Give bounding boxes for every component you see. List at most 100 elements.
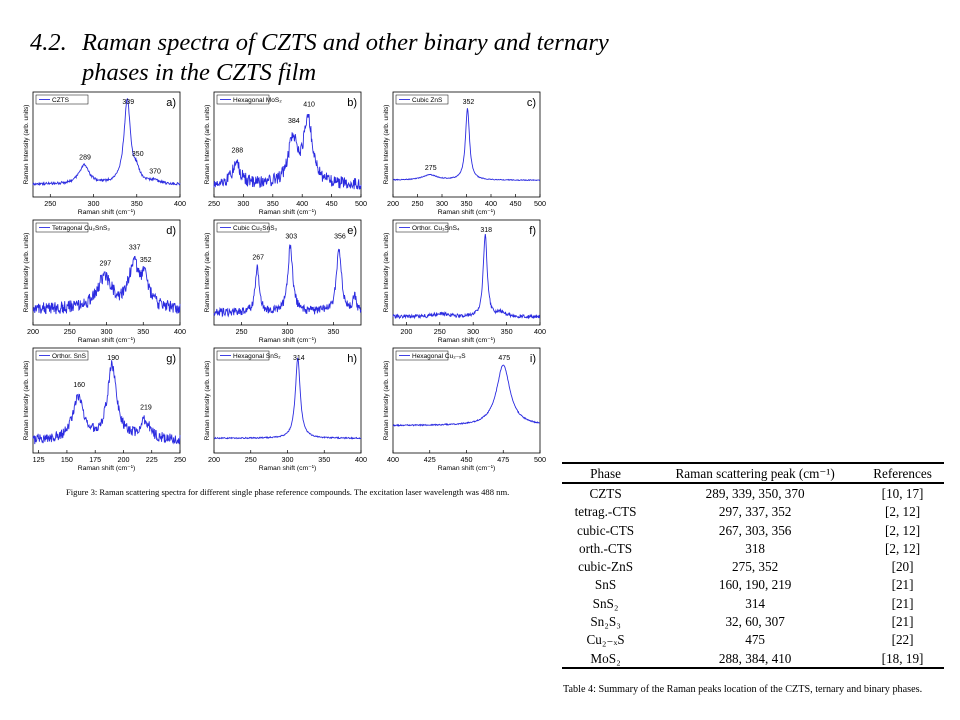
- x-tick-label: 250: [44, 199, 56, 208]
- y-axis-label: Raman Intensity (arb. units): [204, 233, 211, 313]
- x-tick-label: 400: [296, 199, 308, 208]
- spectrum-line: [32, 255, 181, 315]
- cell-phase: CZTS: [589, 485, 622, 501]
- legend-label: Orthor. Cu₃SnS₄: [412, 225, 460, 232]
- cell-phase: cubic-CTS: [576, 522, 635, 538]
- spectrum-line: [32, 97, 181, 187]
- cell-references: [18, 19]: [881, 650, 924, 666]
- peak-label: 303: [285, 234, 297, 241]
- table-row: CZTS 289, 339, 350, 370 [10, 17]: [562, 483, 944, 502]
- cell-peaks: 160, 190, 219: [718, 577, 792, 593]
- cell-peaks: 297, 337, 352: [718, 504, 792, 520]
- spectrum-line: [32, 360, 181, 445]
- x-tick-label: 300: [467, 327, 479, 336]
- peak-label: 219: [140, 405, 152, 412]
- legend-box: [216, 94, 270, 105]
- legend-label: Cubic Cu₂SnS₃: [233, 225, 278, 232]
- legend-label: CZTS: [52, 97, 70, 104]
- peak-label: 275: [425, 165, 437, 172]
- x-tick-label: 350: [131, 199, 143, 208]
- x-tick-label: 250: [64, 327, 76, 336]
- section-number: 4.2.: [30, 29, 67, 56]
- x-axis-label: Raman shift (cm⁻¹): [438, 337, 496, 344]
- y-axis-label: Raman Intensity (arb. units): [23, 105, 30, 185]
- raman-peaks-table: Phase Raman scattering peak (cm⁻¹) Refer…: [562, 462, 944, 669]
- spectrum-line: [392, 108, 540, 182]
- panel-letter: e): [347, 225, 357, 237]
- x-tick-label: 350: [501, 327, 513, 336]
- peak-label: 190: [107, 355, 119, 362]
- table-row: tetrag.-CTS 297, 337, 352 [2, 12]: [562, 503, 944, 521]
- peak-label: 288: [232, 147, 244, 154]
- cell-references: [21]: [891, 595, 914, 611]
- x-axis-label: Raman shift (cm⁻¹): [259, 209, 317, 216]
- cell-phase: SnS₂: [592, 595, 619, 611]
- cell-peaks: 32, 60, 307: [725, 614, 785, 630]
- panel-letter: g): [166, 353, 176, 365]
- x-tick-label: 300: [237, 199, 249, 208]
- panel-letter: d): [166, 225, 176, 237]
- x-axis-label: Raman shift (cm⁻¹): [78, 337, 136, 344]
- x-tick-label: 250: [412, 199, 424, 208]
- cell-phase: orth.-CTS: [579, 540, 633, 556]
- legend-box: [395, 222, 449, 233]
- table-row: cubic-CTS 267, 303, 356 [2, 12]: [562, 521, 944, 539]
- spectrum-panel: 250 300 350 Raman shift (cm⁻¹) Raman Intensi…: [204, 219, 362, 344]
- cell-peaks: 267, 303, 356: [718, 522, 792, 538]
- cell-references: [21]: [891, 614, 914, 630]
- legend-box: [216, 350, 270, 361]
- legend-box: [395, 94, 449, 105]
- table-row: orth.-CTS 318 [2, 12]: [562, 539, 944, 557]
- cell-references: [2, 12]: [884, 522, 921, 538]
- section-heading: 4.2. Raman spectra of CZTS and other bina…: [30, 28, 730, 88]
- legend-label: Hexagonal MoS₂: [233, 97, 282, 104]
- x-axis-label: Raman shift (cm⁻¹): [259, 465, 317, 472]
- plot-frame: [32, 91, 181, 198]
- x-tick-label: 250: [245, 455, 257, 464]
- panel-letter: i): [530, 353, 536, 365]
- cell-peaks: 275, 352: [732, 559, 779, 575]
- peak-label: 352: [463, 99, 475, 106]
- x-tick-label: 450: [461, 455, 473, 464]
- peak-label: 352: [140, 257, 152, 264]
- legend-box: [395, 350, 449, 361]
- peak-label: 339: [122, 99, 134, 106]
- table-header-phase: Phase: [590, 465, 621, 481]
- x-tick-label: 350: [318, 455, 330, 464]
- x-tick-label: 250: [434, 327, 446, 336]
- x-axis-label: Raman shift (cm⁻¹): [438, 465, 496, 472]
- x-tick-label: 250: [236, 327, 248, 336]
- section-title-line2: phases in the CZTS film: [82, 59, 317, 86]
- peak-label: 350: [132, 151, 144, 158]
- cell-references: [20]: [891, 559, 914, 575]
- x-tick-label: 500: [534, 455, 546, 464]
- x-tick-label: 300: [282, 455, 294, 464]
- panel-letter: c): [527, 97, 536, 109]
- x-tick-label: 300: [282, 327, 294, 336]
- table-body: CZTS 289, 339, 350, 370 [10, 17] tetrag.-CT…: [562, 483, 944, 669]
- x-tick-label: 475: [497, 455, 509, 464]
- panel-letter: b): [347, 97, 357, 109]
- cell-references: [10, 17]: [881, 485, 924, 501]
- cell-phase: Cu₂₋ₓS: [586, 632, 625, 648]
- table-header-peak: Raman scattering peak (cm⁻¹): [675, 465, 835, 481]
- y-axis-label: Raman Intensity (arb. units): [204, 105, 211, 185]
- x-tick-label: 400: [355, 455, 367, 464]
- cell-peaks: 318: [745, 540, 766, 556]
- peak-label: 337: [129, 245, 141, 252]
- x-tick-label: 300: [88, 199, 100, 208]
- cell-phase: cubic-ZnS: [578, 559, 634, 575]
- x-tick-label: 500: [355, 199, 367, 208]
- panel-letter: a): [166, 97, 176, 109]
- x-tick-label: 225: [146, 455, 158, 464]
- x-tick-label: 250: [174, 455, 186, 464]
- plot-frame: [392, 347, 541, 454]
- x-tick-label: 175: [89, 455, 101, 464]
- x-tick-label: 300: [436, 199, 448, 208]
- cell-peaks: 475: [745, 632, 766, 648]
- legend-label: Cubic ZnS: [412, 97, 443, 104]
- legend-box: [216, 222, 270, 233]
- x-tick-label: 450: [326, 199, 338, 208]
- legend-box: [35, 222, 89, 233]
- spectrum-line: [392, 234, 541, 320]
